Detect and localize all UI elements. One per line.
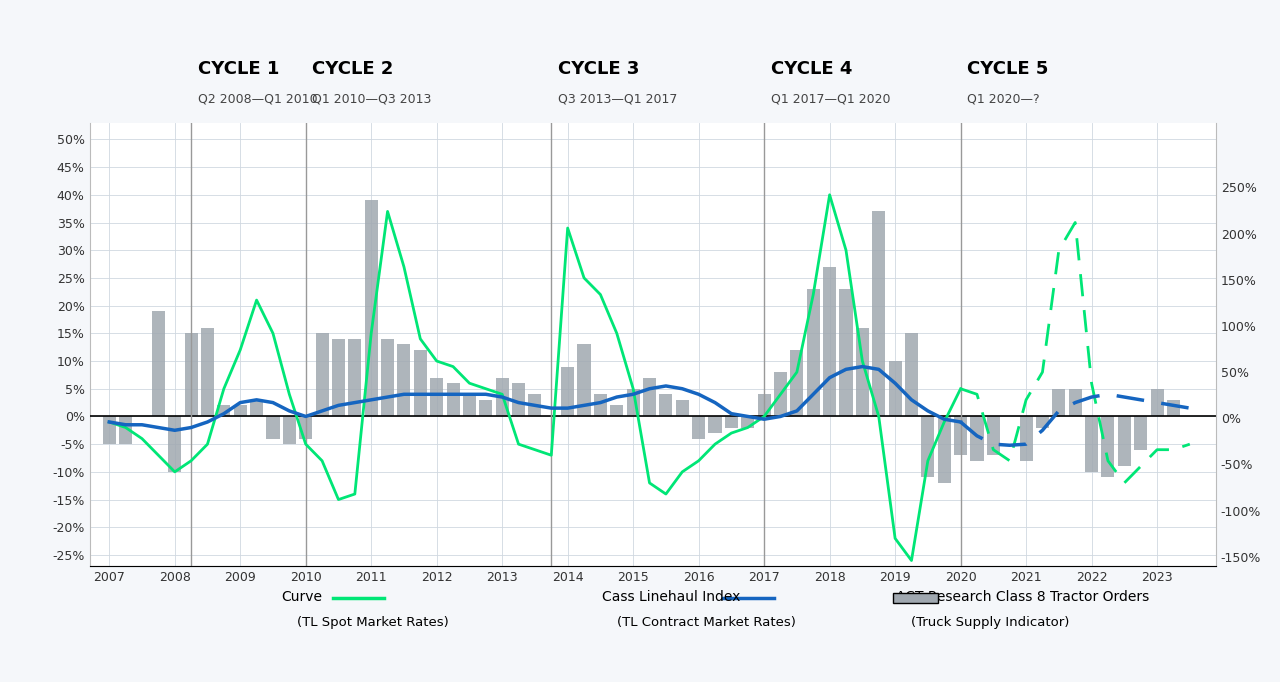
Bar — [987, 417, 1000, 456]
Bar — [250, 400, 264, 417]
Bar — [594, 394, 607, 417]
Bar — [300, 417, 312, 439]
Bar — [905, 333, 918, 417]
Bar — [774, 372, 787, 417]
Text: CYCLE 4: CYCLE 4 — [771, 61, 852, 78]
Text: (TL Contract Market Rates): (TL Contract Market Rates) — [617, 616, 796, 629]
Bar — [529, 394, 541, 417]
Bar — [381, 339, 394, 417]
Bar — [823, 267, 836, 417]
Bar — [659, 394, 672, 417]
Bar — [365, 201, 378, 417]
Bar — [872, 211, 886, 417]
Bar — [888, 361, 901, 417]
Bar — [1085, 417, 1098, 472]
Bar — [758, 394, 771, 417]
Bar — [922, 417, 934, 477]
Bar — [970, 417, 983, 461]
Text: CYCLE 5: CYCLE 5 — [968, 61, 1048, 78]
Bar — [479, 400, 493, 417]
Text: Q2 2008—Q1 2010: Q2 2008—Q1 2010 — [197, 93, 317, 106]
Bar — [184, 333, 197, 417]
Bar — [1036, 417, 1050, 428]
Text: Q1 2017—Q1 2020: Q1 2017—Q1 2020 — [771, 93, 890, 106]
Bar — [1117, 417, 1130, 466]
Bar — [447, 383, 460, 417]
Bar — [397, 344, 411, 417]
Bar — [168, 417, 182, 472]
Bar — [840, 289, 852, 417]
Text: (Truck Supply Indicator): (Truck Supply Indicator) — [911, 616, 1070, 629]
Bar — [692, 417, 705, 439]
Text: Q3 2013—Q1 2017: Q3 2013—Q1 2017 — [558, 93, 677, 106]
Bar — [332, 339, 346, 417]
Bar — [512, 383, 525, 417]
Bar — [218, 405, 230, 417]
Bar — [201, 328, 214, 417]
Bar — [856, 328, 869, 417]
Text: Cass Linehaul Index: Cass Linehaul Index — [602, 589, 740, 604]
Bar — [676, 400, 689, 417]
Bar — [938, 417, 951, 483]
Bar — [790, 350, 804, 417]
Bar — [430, 378, 443, 417]
Bar — [413, 350, 426, 417]
Bar — [1134, 417, 1147, 449]
Bar — [283, 417, 296, 444]
Bar — [627, 389, 640, 417]
Bar — [152, 311, 165, 417]
Text: ACT Research Class 8 Tractor Orders: ACT Research Class 8 Tractor Orders — [896, 589, 1149, 604]
Bar — [1151, 389, 1164, 417]
Bar — [954, 417, 968, 456]
Bar — [1167, 400, 1180, 417]
Bar — [1052, 389, 1065, 417]
Bar — [463, 394, 476, 417]
Bar — [708, 417, 722, 433]
Text: CYCLE 3: CYCLE 3 — [558, 61, 639, 78]
Bar — [577, 344, 590, 417]
Text: CYCLE 1: CYCLE 1 — [197, 61, 279, 78]
Bar — [643, 378, 657, 417]
Bar — [316, 333, 329, 417]
Bar — [102, 417, 115, 444]
Bar — [119, 417, 132, 444]
Bar — [234, 405, 247, 417]
Text: Q1 2020—?: Q1 2020—? — [968, 93, 1039, 106]
Bar — [561, 367, 575, 417]
Bar — [348, 339, 361, 417]
Text: CYCLE 2: CYCLE 2 — [312, 61, 394, 78]
Bar — [495, 378, 508, 417]
Text: Curve: Curve — [282, 589, 323, 604]
Text: (TL Spot Market Rates): (TL Spot Market Rates) — [297, 616, 449, 629]
Bar — [266, 417, 279, 439]
Bar — [741, 417, 754, 428]
Text: Q1 2010—Q3 2013: Q1 2010—Q3 2013 — [312, 93, 431, 106]
Bar — [806, 289, 819, 417]
Bar — [1020, 417, 1033, 461]
Bar — [724, 417, 739, 428]
Bar — [1069, 389, 1082, 417]
Bar — [611, 405, 623, 417]
Bar — [1101, 417, 1115, 477]
